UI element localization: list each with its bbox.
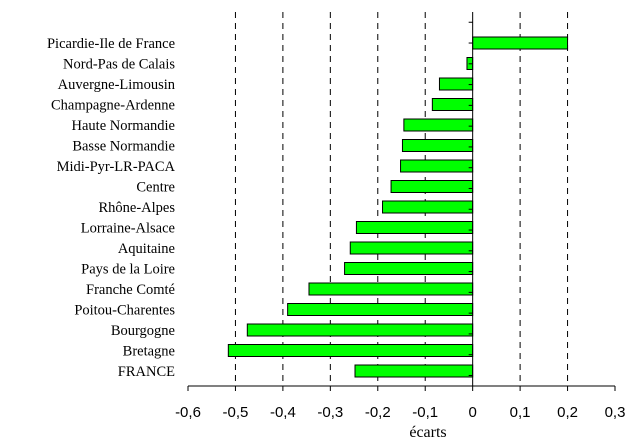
category-label-3: Champagne-Ardenne [51, 98, 175, 114]
category-label-6: Midi-Pyr-LR-PACA [57, 159, 176, 175]
category-label-7: Centre [136, 180, 175, 196]
bar-11 [344, 262, 474, 275]
bar-9 [355, 221, 474, 234]
category-label-15: Bretagne [123, 344, 175, 360]
x-tick-label-9: 0,3 [605, 404, 626, 421]
bar-2 [438, 77, 474, 91]
category-label-11: Pays de la Loire [81, 262, 175, 278]
category-label-4: Haute Normandie [72, 118, 175, 134]
bar-layer [227, 36, 569, 378]
x-tick-label-0: -0,6 [175, 404, 201, 421]
x-tick-label-6: 0 [468, 404, 476, 421]
label-layer: -0,6 -0,5 -0,4 -0,3 -0,2 -0,1 0 0,1 0,2 0,3 Picard… [47, 36, 625, 421]
bar-16 [354, 364, 474, 378]
x-tick-label-8: 0,2 [557, 404, 578, 421]
x-tick-label-3: -0,3 [317, 404, 343, 421]
category-label-16: FRANCE [118, 364, 175, 380]
bar-4 [403, 118, 474, 132]
category-label-5: Basse Normandie [72, 139, 175, 155]
bar-13 [287, 303, 474, 316]
bar-14 [246, 323, 474, 337]
category-label-10: Aquitaine [118, 241, 175, 257]
bar-6 [400, 159, 474, 173]
category-label-2: Auvergne-Limousin [58, 77, 176, 93]
axis-layer [187, 12, 616, 391]
category-label-12: Franche Comté [86, 282, 175, 298]
bar-3 [431, 98, 474, 111]
bar-10 [349, 241, 474, 255]
x-tick-label-7: 0,1 [510, 404, 531, 421]
x-axis-title: écarts [409, 424, 446, 441]
category-label-9: Lorraine-Alsace [81, 221, 175, 237]
x-tick-label-1: -0,5 [223, 404, 249, 421]
bar-5 [401, 139, 474, 152]
category-label-14: Bourgogne [111, 323, 175, 339]
bar-15 [227, 344, 474, 357]
bar-0 [472, 36, 569, 50]
category-label-13: Poitou-Charentes [74, 303, 175, 319]
bar-7 [390, 180, 474, 193]
category-label-8: Rhône-Alpes [98, 200, 175, 216]
x-tick-label-4: -0,2 [365, 404, 391, 421]
x-tick-label-5: -0,1 [412, 404, 438, 421]
category-label-0: Picardie-Ile de France [47, 36, 175, 52]
bar-8 [382, 200, 474, 214]
category-label-1: Nord-Pas de Calais [63, 57, 175, 73]
x-tick-label-2: -0,4 [270, 404, 296, 421]
bar-12 [308, 282, 474, 296]
